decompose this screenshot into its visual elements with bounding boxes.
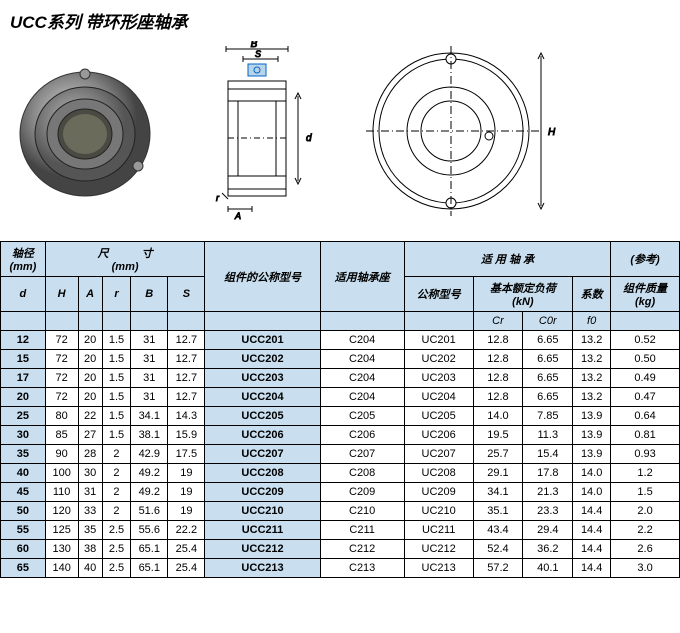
dim-d: d — [306, 133, 312, 144]
col-A: A — [78, 277, 102, 312]
col-r: r — [102, 277, 130, 312]
bearing-photo — [10, 56, 160, 206]
col-load: 基本额定负荷(kN) — [473, 277, 573, 312]
table-row: 4511031249.219UCC209C209UC20934.121.314.… — [1, 483, 680, 502]
page-title: UCC系列 带环形座轴承 — [0, 0, 680, 41]
table-row: 3085271.538.115.9UCC206C206UC20619.511.3… — [1, 426, 680, 445]
col-B: B — [131, 277, 168, 312]
col-factor: 系数 — [573, 277, 611, 312]
col-dims: 尺 寸(mm) — [45, 242, 205, 277]
table-row: 359028242.917.5UCC207C207UC20725.715.413… — [1, 445, 680, 464]
dim-A: A — [234, 211, 241, 221]
col-Cr: Cr — [473, 312, 523, 331]
table-row: 60130382.565.125.4UCC212C212UC21252.436.… — [1, 540, 680, 559]
col-ref: (参考) — [611, 242, 680, 277]
dim-S: S — [255, 49, 261, 59]
col-bearing: 适 用 轴 承 — [404, 242, 610, 277]
col-C0r: C0r — [523, 312, 573, 331]
col-mass: 组件质量(kg) — [611, 277, 680, 312]
table-row: 1572201.53112.7UCC202C204UC20212.86.6513… — [1, 350, 680, 369]
col-shaft: 轴径(mm) — [1, 242, 46, 277]
col-d: d — [1, 277, 46, 312]
col-model: 组件的公称型号 — [205, 242, 320, 312]
cross-section-diagram: B S d A r — [178, 41, 338, 221]
col-H: H — [45, 277, 78, 312]
table-row: 2072201.53112.7UCC204C204UC20412.86.6513… — [1, 388, 680, 407]
col-modelno: 公称型号 — [404, 277, 473, 312]
diagram-row: B S d A r — [0, 41, 680, 241]
table-row: 1272201.53112.7UCC201C204UC20112.86.6513… — [1, 331, 680, 350]
dim-r: r — [216, 193, 220, 203]
table-row: 55125352.555.622.2UCC211C211UC21143.429.… — [1, 521, 680, 540]
col-S: S — [168, 277, 205, 312]
front-view-diagram: H — [356, 41, 556, 221]
table-row: 2580221.534.114.3UCC205C205UC20514.07.85… — [1, 407, 680, 426]
col-f0: f0 — [573, 312, 611, 331]
col-housing: 适用轴承座 — [320, 242, 404, 312]
spec-table: 轴径(mm) 尺 寸(mm) 组件的公称型号 适用轴承座 适 用 轴 承 (参考… — [0, 241, 680, 578]
table-row: 4010030249.219UCC208C208UC20829.117.814.… — [1, 464, 680, 483]
table-row: 1772201.53112.7UCC203C204UC20312.86.6513… — [1, 369, 680, 388]
table-row: 5012033251.619UCC210C210UC21035.123.314.… — [1, 502, 680, 521]
table-row: 65140402.565.125.4UCC213C213UC21357.240.… — [1, 559, 680, 578]
dim-H: H — [548, 127, 556, 138]
